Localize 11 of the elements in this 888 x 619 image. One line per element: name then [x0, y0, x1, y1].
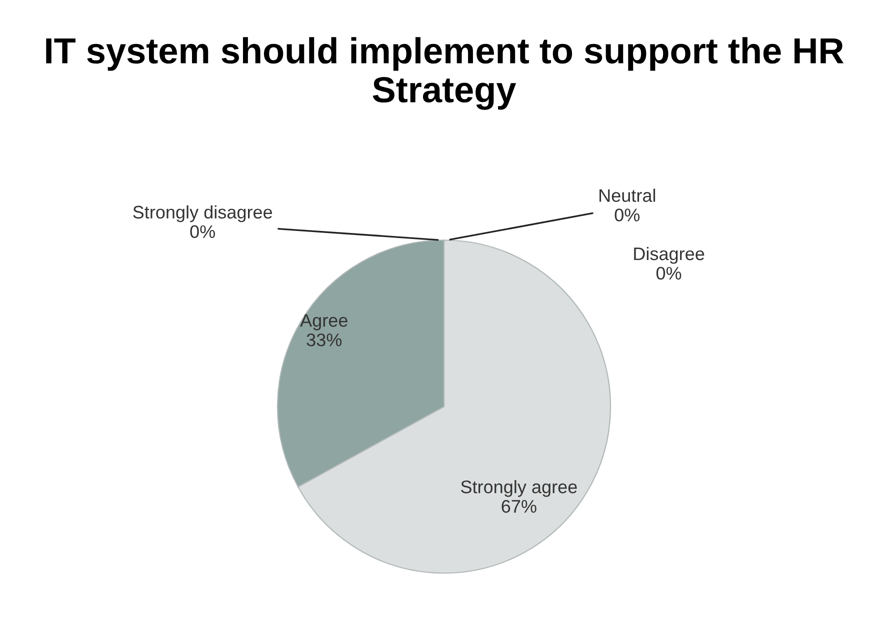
text: 0%	[614, 208, 640, 222]
slice-label: Strongly agree	[461, 480, 577, 497]
data-label: 67%	[502, 500, 536, 513]
chart-title: IT system should implement to support the HR Strategy	[46, 37, 844, 110]
slice-label: Agree	[300, 314, 348, 330]
data-label: 33%	[306, 333, 342, 346]
category-label: Disagree	[634, 246, 704, 264]
category-label: Strongly disagree	[133, 205, 272, 222]
text: 0%	[190, 225, 215, 238]
text: 0%	[656, 266, 682, 280]
category-label: Neutral	[600, 188, 656, 202]
